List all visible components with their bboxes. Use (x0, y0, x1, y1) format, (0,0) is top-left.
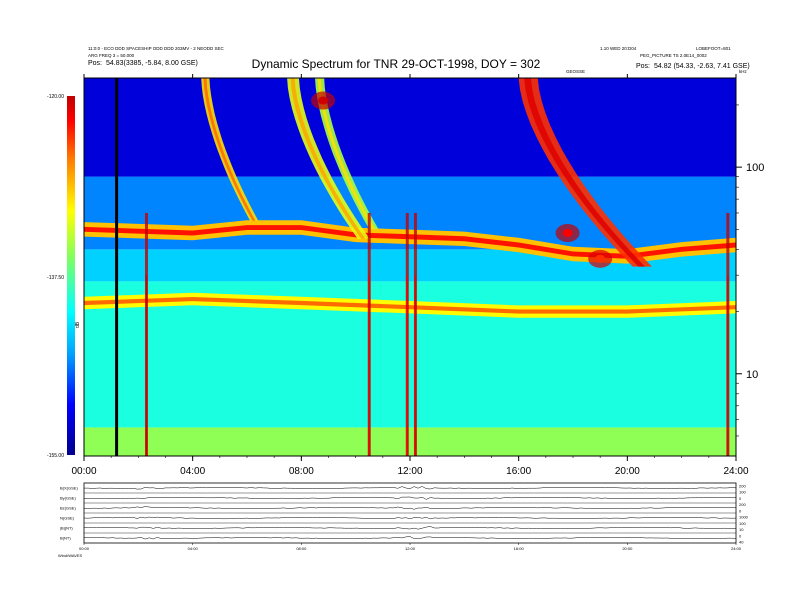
mid-small-label: GEOSSE (566, 69, 586, 74)
lower-bottom-tick-3: 12:00 (405, 546, 416, 551)
lower-bottom-tick-4: 16:00 (514, 546, 525, 551)
lower-bottom-tick-1: 04:00 (188, 546, 199, 551)
hot-spot-1 (562, 229, 573, 238)
right-info-2: LOBEFOOT=801 (696, 46, 731, 51)
x-tick-label-6: 24:00 (723, 466, 748, 477)
spike-1 (368, 275, 370, 456)
y-tick-label-0: 10 (746, 369, 758, 381)
colorbar-max-label: -120.00 (47, 94, 64, 100)
left-pos-label: Pos: (88, 60, 103, 67)
x-tick-label-4: 16:00 (506, 466, 531, 477)
left-info-2: ARG FREQ 3 = 50.000 (88, 53, 135, 58)
right-pos-value: 54.82 (54.33, -2.63, 7.41 GSE) (654, 63, 750, 70)
lower-right-tick-7: 10 (739, 527, 744, 532)
lower-trace-1 (83, 496, 737, 500)
right-info-3: PEG_PICTURE TS 2.0E14_0002 (640, 53, 707, 58)
lower-right-tick-3: 200 (739, 502, 746, 507)
x-tick-label-3: 12:00 (397, 466, 422, 477)
lower-trace-5 (83, 536, 737, 540)
left-info-1: 11:0:0 - ECO DDD SPACESHIP ODD DDD 203MV… (88, 46, 224, 51)
lower-bottom-tick-5: 20:00 (622, 546, 633, 551)
left-pos-value: 54.83(3385, -5.84, 8.00 GSE) (106, 60, 198, 67)
second-line-core (84, 297, 736, 314)
lower-panel-label-4: |B|(NT) (60, 526, 73, 531)
lower-right-tick-8: 0 (739, 533, 742, 538)
hot-spot-0 (318, 96, 329, 105)
lower-right-tick-6: 100 (739, 521, 746, 526)
background-band-4 (84, 78, 736, 177)
lower-panel-label-3: N(GSE) (60, 516, 75, 521)
lower-right-tick-2: 0 (739, 496, 742, 501)
spike-0 (145, 275, 148, 456)
colorbar-min-label: -155.00 (47, 453, 64, 459)
axes: 00:00 04:00 08:00 12:00 16:00 20:00 24:00 10 100 (71, 74, 764, 477)
marker-line (115, 78, 119, 456)
lower-right-tick-1: 100 (739, 490, 746, 495)
lower-trace-3 (83, 516, 737, 520)
right-info-1: 1.10 WED 20:D04 (600, 46, 637, 51)
lower-bottom-tick-6: 24:00 (731, 546, 742, 551)
lower-bottom-tick-2: 08:00 (296, 546, 307, 551)
lower-panel-label-5: B(NT) (60, 536, 71, 541)
colorbar (67, 96, 75, 455)
lower-right-tick-9: 40 (739, 540, 744, 545)
hot-spot-2 (595, 254, 606, 263)
lower-right-tick-0: 200 (739, 484, 746, 489)
right-pos-label: Pos: (636, 63, 651, 70)
lower-bottom-tick-0: 00:00 (79, 546, 90, 551)
colorbar-axis-label: dB (75, 321, 81, 328)
x-tick-label-5: 20:00 (615, 466, 640, 477)
lower-right-tick-5: 1000 (739, 515, 749, 520)
spectrogram (84, 78, 736, 456)
lower-panels: B(X(GSE) By(GSE) Bz(GSE) N(GSE) |B|(NT) B(NT)… (58, 482, 749, 558)
y-tick-label-1: 100 (746, 162, 764, 174)
lower-panel-label-0: B(X(GSE) (60, 486, 78, 491)
khz-label: kHz (739, 69, 747, 74)
lower-trace-0 (84, 486, 737, 490)
spike-2 (406, 275, 408, 456)
spike-3 (414, 275, 417, 456)
x-tick-label-1: 04:00 (180, 466, 205, 477)
spike-4 (727, 275, 729, 456)
x-tick-label-0: 00:00 (71, 466, 96, 477)
lower-panel-label-1: By(GSE) (60, 496, 76, 501)
chart-title: Dynamic Spectrum for TNR 29-OCT-1998, DO… (251, 57, 541, 71)
lower-footer: Wind/WAVES (58, 553, 83, 558)
lower-right-tick-4: 0 (739, 508, 742, 513)
lower-trace-2 (83, 506, 737, 510)
lower-panel-label-2: Bz(GSE) (60, 506, 76, 511)
x-tick-label-2: 08:00 (289, 466, 314, 477)
colorbar-mid-label: -137.50 (47, 275, 64, 281)
background-band-0 (84, 427, 736, 456)
lower-trace-4 (83, 526, 737, 530)
